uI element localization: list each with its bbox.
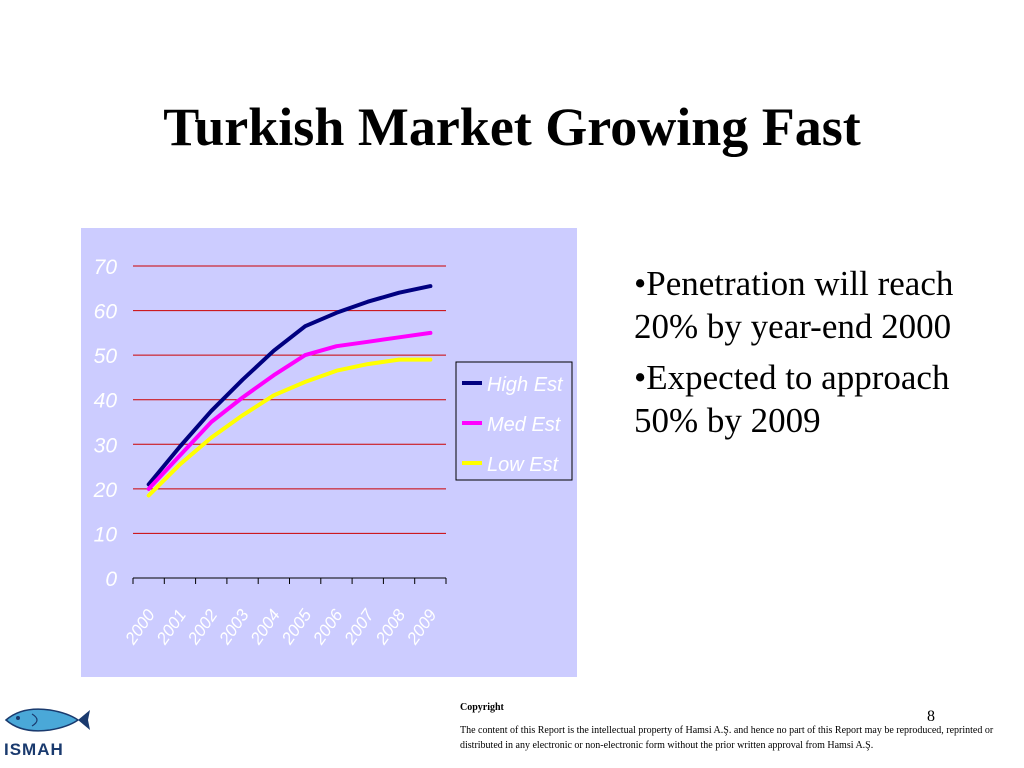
penetration-chart: 0 10 20 30 40 50 60 70 2000 2001 2002 2003 2004 2005 2… [81,228,577,677]
slide-title: Turkish Market Growing Fast [163,97,861,157]
y-tick-label: 0 [105,568,117,591]
copyright-text: The content of this Report is the intell… [460,725,994,751]
y-tick-label: 60 [94,301,118,324]
series-line-high-est [146,284,433,487]
bullet-list: •Penetration will reach 20% by year-end … [634,262,1004,450]
page-number: 8 [927,708,935,725]
legend-label: Low Est [487,454,560,476]
logo-text: ISMAH [4,740,64,759]
bullet-penetration: •Penetration will reach 20% by year-end … [634,264,954,346]
legend-label: Med Est [487,414,562,436]
copyright-notice: Copyright The content of this Report is … [460,700,1000,753]
y-tick-label: 20 [93,479,118,502]
y-tick-label: 40 [94,390,118,413]
bullet-expected: •Expected to approach 50% by 2009 [634,358,950,440]
series-line-med-est [146,330,433,491]
y-tick-label: 10 [94,523,118,546]
chart-svg: 0102030405060702000200120022003200420052… [81,228,577,677]
fish-logo-icon [4,708,90,732]
y-tick-label: 30 [94,434,118,457]
copyright-heading: Copyright [460,702,504,713]
series-line-low-est [146,357,433,498]
y-tick-label: 70 [94,256,118,279]
y-tick-label: 50 [94,345,118,368]
legend-label: High Est [487,374,564,396]
